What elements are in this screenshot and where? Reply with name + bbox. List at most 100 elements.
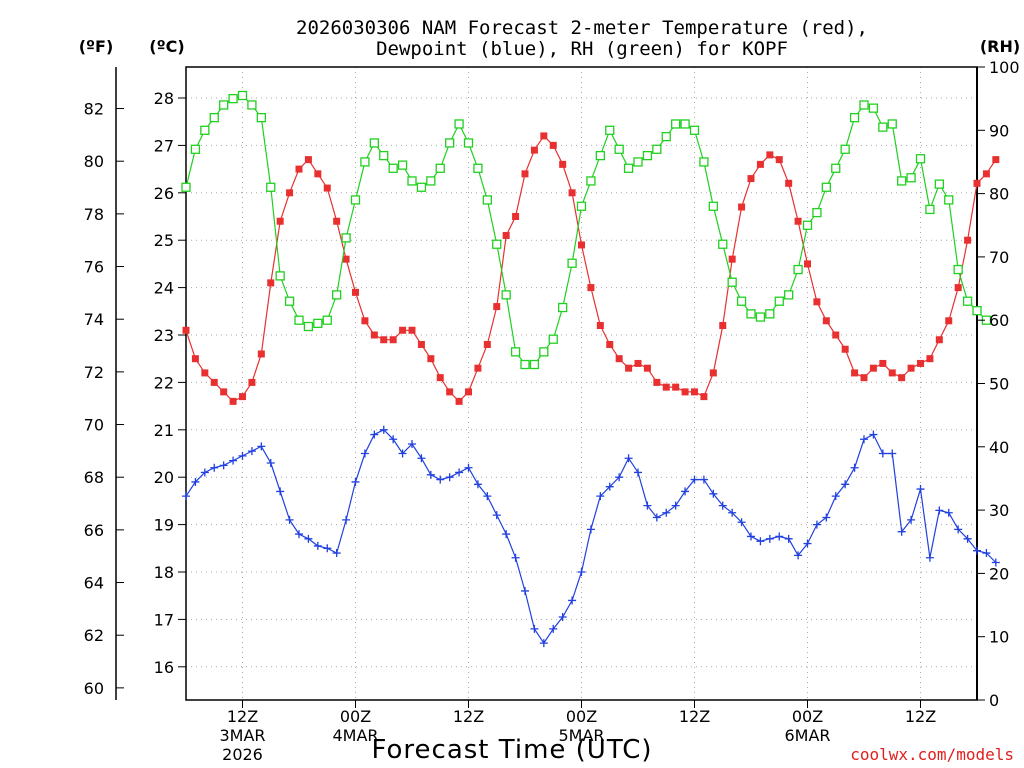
rh-point	[332, 290, 342, 300]
temperature-point	[615, 355, 623, 363]
dewpoint-point	[954, 525, 963, 534]
temperature-point	[502, 231, 510, 239]
rh-tick-label: 100	[989, 58, 1020, 77]
dewpoint-point	[229, 456, 238, 465]
dewpoint-point	[822, 513, 831, 522]
temperature-point	[653, 378, 661, 386]
temperature-point	[879, 359, 887, 367]
celsius-tick-label: 20	[154, 468, 174, 487]
dewpoint-line	[185, 429, 997, 645]
rh-point	[407, 176, 417, 186]
temperature-point	[286, 189, 294, 197]
temperature-point	[681, 388, 689, 396]
rh-tick-label: 90	[989, 121, 1009, 140]
rh-point	[341, 233, 351, 243]
temperature-point	[728, 255, 736, 263]
x-tick-label: 12Z	[679, 707, 710, 726]
temperature-point	[700, 393, 708, 401]
temperature-point	[352, 288, 359, 296]
series-layer	[181, 90, 1000, 648]
rh-point	[397, 160, 408, 170]
dewpoint-point	[794, 551, 803, 560]
temperature-point	[926, 355, 934, 363]
dewpoint-point	[690, 475, 699, 484]
fahrenheit-tick-label: 76	[84, 258, 104, 277]
dewpoint-point	[492, 511, 501, 520]
dewpoint-point	[332, 549, 341, 558]
temperature-point	[342, 255, 350, 263]
temperature-point	[427, 355, 435, 363]
rh-point	[510, 347, 521, 357]
rh-point	[350, 195, 361, 205]
fahrenheit-tick-label: 80	[84, 152, 104, 171]
dewpoint-point	[483, 492, 492, 501]
rh-point	[897, 176, 907, 186]
dewpoint-point	[671, 501, 680, 510]
dewpoint-point	[464, 463, 473, 472]
dewpoint-point	[210, 463, 219, 472]
dewpoint-point	[511, 553, 520, 562]
temperature-point	[239, 393, 246, 401]
rh-point	[812, 207, 822, 218]
dewpoint-point	[182, 492, 190, 501]
temperature-point	[408, 326, 416, 334]
temperature-point	[201, 369, 209, 377]
dewpoint-point	[304, 534, 313, 543]
rh-point	[473, 163, 483, 173]
temperature-point	[465, 388, 472, 396]
temperature-point	[333, 217, 341, 225]
temperature-point	[935, 336, 943, 344]
dewpoint-point	[747, 532, 755, 541]
temperature-point	[596, 322, 604, 330]
rh-point	[492, 239, 502, 249]
rh-point	[755, 312, 766, 322]
rh-point	[567, 258, 577, 268]
dewpoint-point	[436, 475, 445, 484]
dewpoint-point	[276, 487, 285, 496]
temperature-point	[869, 364, 877, 372]
rh-tick-label: 80	[989, 185, 1009, 204]
plot-border	[185, 66, 978, 701]
rh-point	[821, 182, 831, 192]
temperature-point	[945, 317, 953, 325]
dewpoint-point	[379, 425, 388, 434]
x-tick-date-label: 6MAR	[784, 726, 830, 745]
temperature-line	[185, 134, 997, 403]
temperature-point	[794, 217, 802, 225]
temperature-point	[851, 369, 859, 377]
dewpoint-point	[473, 480, 482, 489]
dewpoint-point	[803, 539, 812, 548]
dewpoint-point	[878, 449, 887, 458]
dewpoint-point	[295, 530, 303, 539]
temperature-point	[785, 179, 793, 187]
temperature-point	[276, 217, 284, 225]
rh-point	[689, 125, 700, 135]
temperature-point	[540, 132, 548, 140]
dewpoint-point	[360, 449, 369, 458]
dewpoint-point	[191, 477, 200, 486]
fahrenheit-tick-label: 68	[84, 468, 104, 487]
rh-point	[708, 201, 718, 211]
celsius-tick-label: 17	[154, 610, 174, 629]
rh-point	[944, 195, 954, 205]
rh-point	[190, 144, 201, 154]
dewpoint-point	[238, 451, 247, 460]
temperature-point	[530, 146, 538, 154]
dewpoint-point	[643, 501, 652, 510]
dewpoint-point	[728, 508, 737, 517]
chart-title-line1: 2026030306 NAM Forecast 2-meter Temperat…	[296, 17, 868, 39]
rh-point	[539, 347, 549, 357]
dewpoint-point	[634, 468, 642, 477]
dewpoint-point	[709, 489, 718, 498]
celsius-axis-unit: (ºC)	[149, 37, 184, 56]
dewpoint-point	[699, 475, 708, 484]
temperature-point	[370, 331, 378, 339]
rh-point	[576, 201, 587, 211]
dewpoint-point	[897, 527, 906, 536]
temperature-point	[747, 175, 755, 183]
x-tick-label: 00Z	[340, 707, 371, 726]
dewpoint-point	[370, 430, 379, 439]
rh-axis-unit: (RH)	[980, 37, 1020, 56]
temperature-point	[625, 364, 633, 372]
